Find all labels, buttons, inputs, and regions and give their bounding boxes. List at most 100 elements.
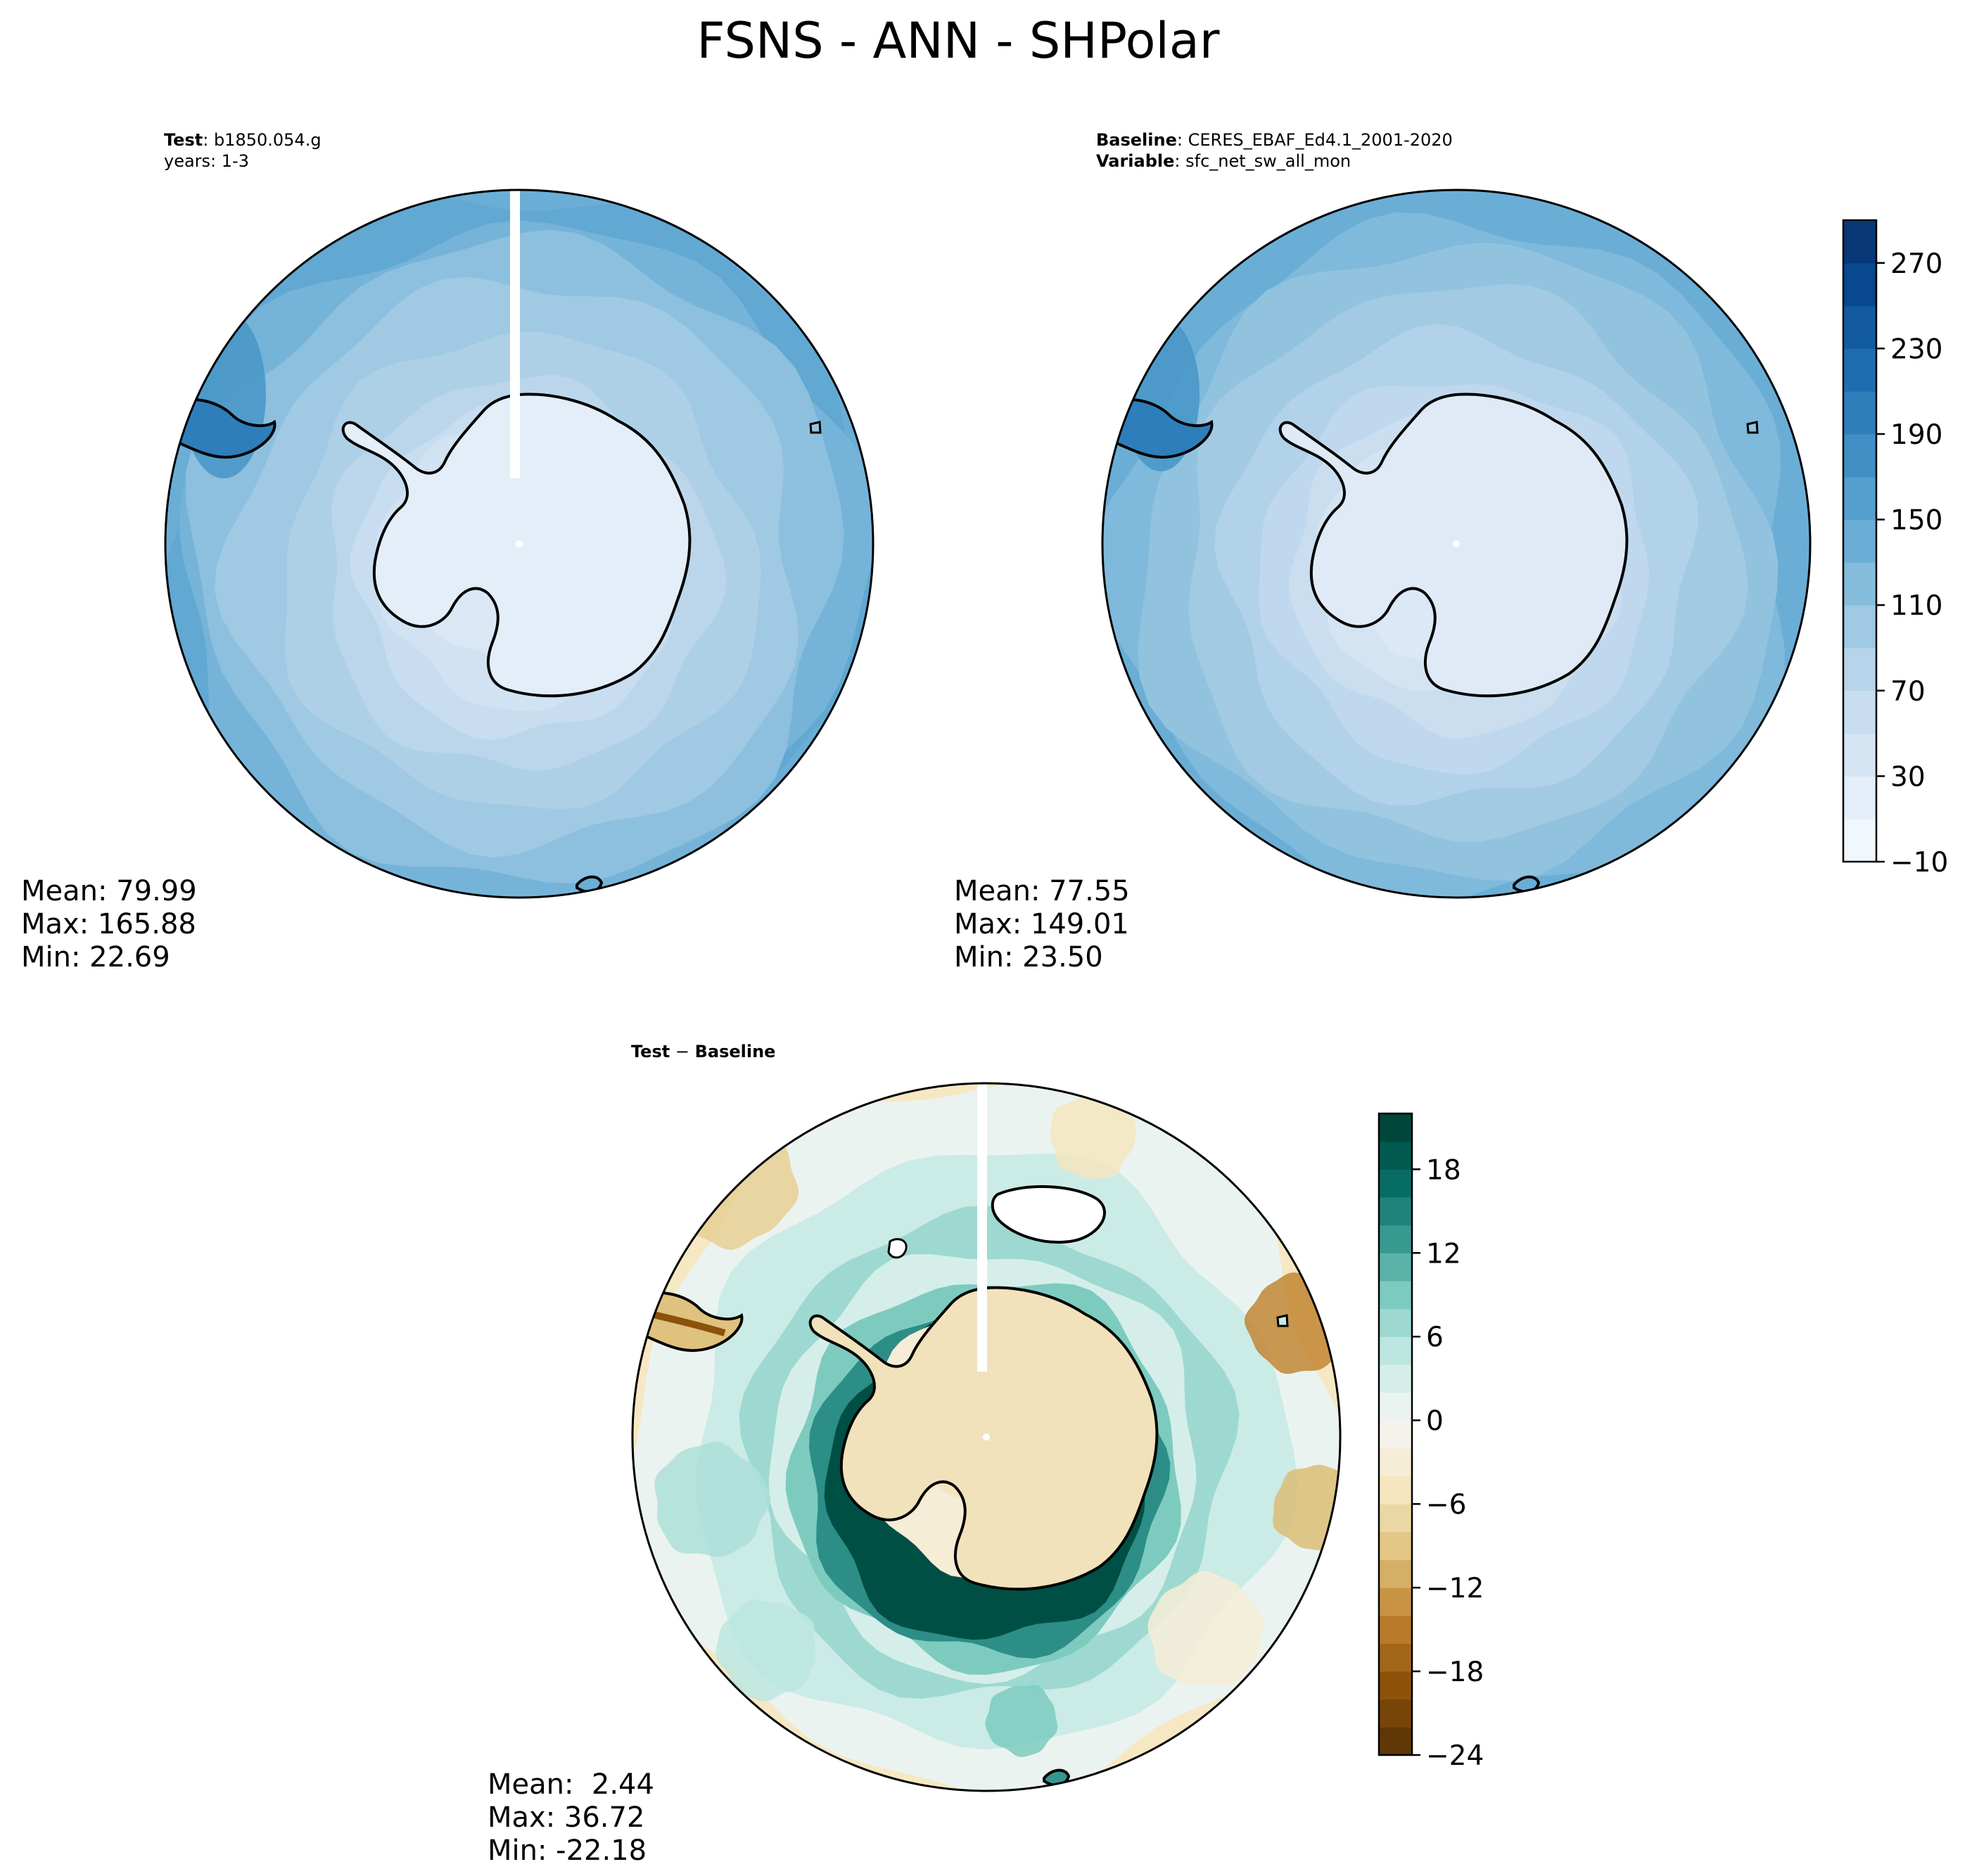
diff-label-test: Test	[631, 1042, 670, 1061]
test-map	[164, 189, 874, 899]
colorbar-band	[1379, 1699, 1412, 1728]
colorbar-band	[1379, 1615, 1412, 1644]
colorbar-band	[1379, 1114, 1412, 1142]
test-label-years: years: 1-3	[164, 151, 249, 171]
colorbar-band	[1843, 476, 1876, 521]
colorbar-band	[1379, 1280, 1412, 1310]
test-panel: Test: b1850.054.g years: 1-3 Mean: 79	[21, 130, 874, 974]
colorbar-band	[1379, 1420, 1412, 1449]
colorbar-band	[1379, 1504, 1412, 1533]
diff-max: Max: 36.72	[488, 1801, 644, 1834]
colorbar-tick-label: 190	[1890, 419, 1942, 451]
test-label-case: b1850.054.g	[214, 130, 322, 150]
figure-title: FSNS - ANN - SHPolar	[696, 12, 1219, 70]
colorbar-main: −10 30 70 110 150 190 230 270	[1842, 219, 1948, 879]
test-map-missing-strip	[510, 190, 520, 478]
svg-text:Test: b1850.054.g: Test: b1850.054.g	[164, 130, 322, 150]
test-mean: Mean: 79.99	[21, 875, 197, 907]
colorbar-tick-label: −6	[1426, 1489, 1467, 1521]
colorbar-band	[1379, 1308, 1412, 1337]
colorbar-main-frame	[1842, 219, 1878, 863]
diff-map-missing-patch	[887, 1238, 908, 1259]
baseline-panel: Baseline: CERES_EBAF_Ed4.1_2001-2020 Var…	[954, 130, 1812, 974]
test-map-island	[575, 875, 604, 893]
colorbar-band	[1379, 1588, 1412, 1616]
baseline-map-border	[1101, 189, 1812, 899]
diff-panel-label: Test − Baseline	[631, 1042, 775, 1061]
baseline-label-key: Baseline	[1096, 130, 1177, 150]
baseline-panel-info: Baseline: CERES_EBAF_Ed4.1_2001-2020 Var…	[1096, 130, 1453, 171]
colorbar-band	[1379, 1197, 1412, 1226]
colorbar-band	[1843, 819, 1876, 862]
colorbar-band	[1379, 1448, 1412, 1476]
colorbar-tick-label: −10	[1890, 847, 1948, 879]
colorbar-tick-label: 150	[1890, 505, 1942, 537]
variable-label-name: sfc_net_sw_all_mon	[1185, 151, 1351, 171]
anomaly-patch	[985, 1685, 1058, 1757]
baseline-map-island-east	[1746, 421, 1759, 434]
baseline-map	[1101, 189, 1812, 899]
anomaly-patch	[1050, 1094, 1136, 1180]
test-label-key: Test	[164, 130, 203, 150]
colorbar-tick-label: 70	[1890, 676, 1926, 708]
baseline-map-island	[1513, 875, 1541, 893]
diff-mean: Mean: 2.44	[488, 1768, 654, 1801]
colorbar-diff-bands	[1379, 1114, 1412, 1756]
test-map-pole	[516, 540, 523, 547]
baseline-max: Max: 149.01	[954, 908, 1129, 940]
colorbar-tick-label: −18	[1426, 1657, 1484, 1688]
colorbar-band	[1379, 1476, 1412, 1505]
colorbar-diff-frame	[1378, 1112, 1413, 1756]
anomaly-patch	[654, 1441, 771, 1557]
baseline-label-colon: :	[1177, 130, 1188, 150]
test-panel-info: Test: b1850.054.g years: 1-3	[164, 130, 322, 171]
diff-map-border	[631, 1082, 1342, 1792]
colorbar-band	[1843, 690, 1876, 734]
colorbar-band	[1843, 262, 1876, 307]
diff-map	[631, 1082, 1342, 1792]
colorbar-band	[1843, 562, 1876, 606]
colorbar-band	[1843, 434, 1876, 478]
baseline-label-source: CERES_EBAF_Ed4.1_2001-2020	[1188, 130, 1453, 150]
colorbar-band	[1379, 1225, 1412, 1253]
colorbar-band	[1379, 1671, 1412, 1700]
diff-map-island-east	[1276, 1314, 1289, 1327]
colorbar-band	[1843, 776, 1876, 819]
colorbar-band	[1843, 220, 1876, 264]
colorbar-band	[1379, 1364, 1412, 1393]
diff-map-missing-strip	[977, 1083, 987, 1372]
baseline-stats: Mean: 77.55 Max: 149.01 Min: 23.50	[954, 875, 1130, 974]
colorbar-band	[1379, 1392, 1412, 1421]
diff-min: Min: -22.18	[488, 1834, 647, 1867]
colorbar-tick-label: 0	[1426, 1405, 1444, 1437]
colorbar-band	[1379, 1253, 1412, 1282]
colorbar-band	[1379, 1531, 1412, 1560]
colorbar-band	[1379, 1559, 1412, 1588]
diff-stats: Mean: 2.44 Max: 36.72 Min: -22.18	[488, 1768, 654, 1867]
colorbar-main-bands	[1843, 220, 1876, 862]
diff-map-island	[1043, 1768, 1071, 1787]
colorbar-band	[1843, 519, 1876, 563]
diff-map-pole	[983, 1434, 990, 1441]
colorbar-tick-label: 230	[1890, 333, 1942, 365]
colorbar-tick-label: 12	[1426, 1238, 1461, 1270]
variable-label-colon: :	[1174, 151, 1185, 171]
colorbar-band	[1843, 348, 1876, 392]
diff-label-baseline: Baseline	[695, 1042, 776, 1061]
diff-panel: Test − Baseline Mean:	[488, 1042, 1342, 1867]
test-map-border	[164, 189, 874, 899]
test-stats: Mean: 79.99 Max: 165.88 Min: 22.69	[21, 875, 197, 974]
baseline-min: Min: 23.50	[954, 941, 1103, 974]
colorbar-tick-label: 270	[1890, 248, 1942, 280]
colorbar-band	[1843, 733, 1876, 777]
colorbar-band	[1843, 648, 1876, 691]
test-label-colon: :	[203, 130, 214, 150]
colorbar-tick-label: −12	[1426, 1573, 1484, 1604]
svg-text:Variable: sfc_net_sw_all_mon: Variable: sfc_net_sw_all_mon	[1096, 151, 1351, 171]
colorbar-main-ticks: −10 30 70 110 150 190 230 270	[1876, 248, 1948, 879]
test-max: Max: 165.88	[21, 908, 196, 940]
colorbar-tick-label: 110	[1890, 590, 1942, 622]
baseline-mean: Mean: 77.55	[954, 875, 1130, 907]
anomaly-patch	[715, 1600, 816, 1702]
